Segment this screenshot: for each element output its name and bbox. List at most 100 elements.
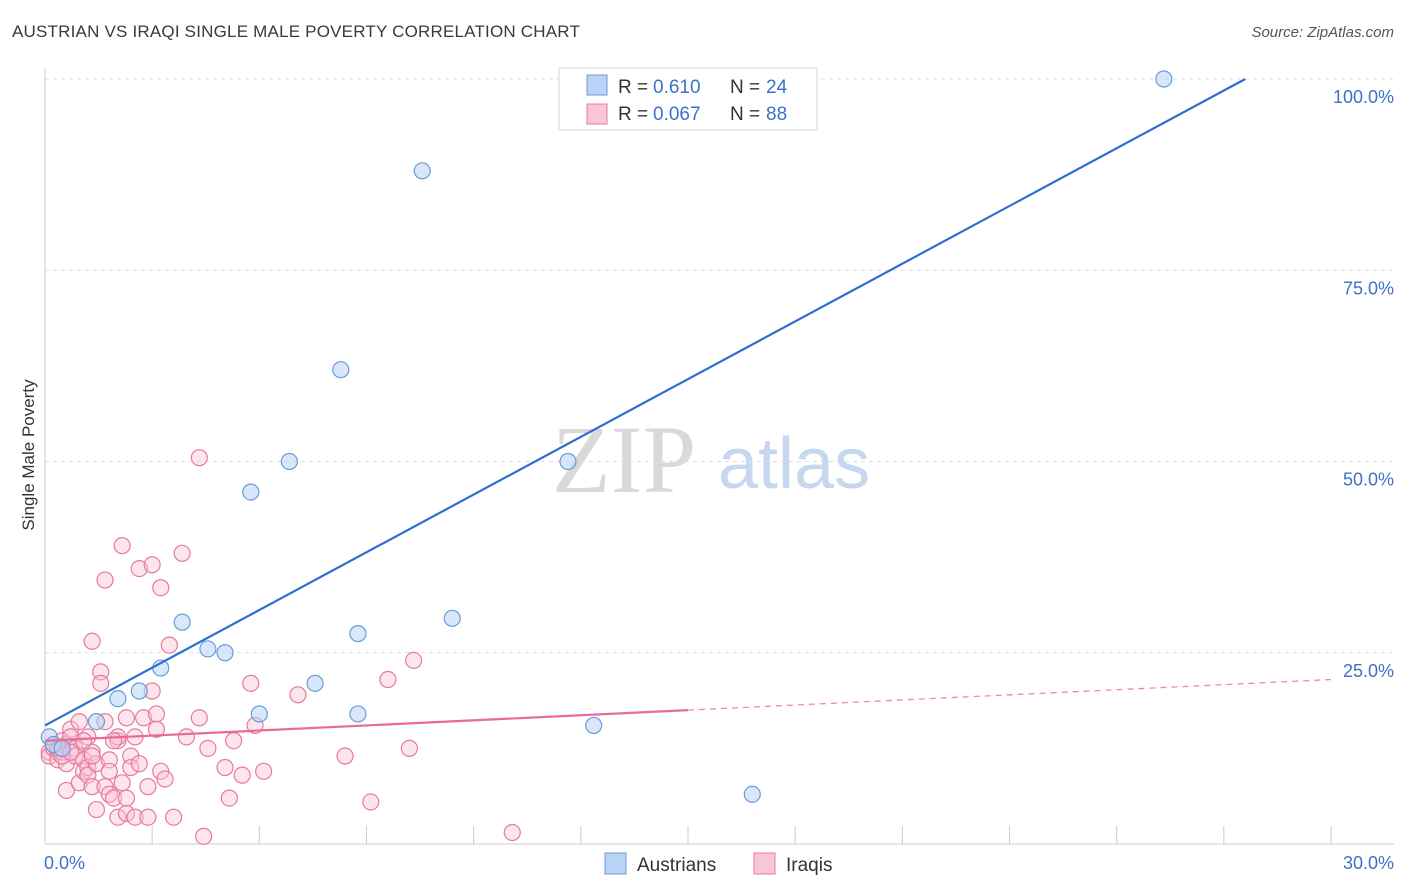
iraqis-point-43 — [117, 789, 136, 807]
trend-lines — [44, 78, 1332, 742]
austrians-point-12 — [280, 452, 298, 471]
austrians-point-9 — [216, 644, 234, 662]
x-tick-labels: 0.0% 30.0% — [44, 853, 1394, 873]
iraqis-point-33 — [100, 762, 118, 780]
austrians-point-22 — [743, 785, 761, 803]
y-axis-title: Single Male Poverty — [19, 379, 38, 531]
austrians-point-11 — [250, 705, 268, 723]
iraqis-point-81 — [503, 823, 521, 842]
bottom-legend-iraqis-label: Iraqis — [786, 855, 832, 876]
iraqis-point-79 — [400, 739, 418, 757]
legend-iraqis-n-label: N = — [730, 104, 760, 125]
iraqis-point-53 — [143, 556, 161, 574]
legend-iraqis-r-label: R = — [618, 104, 648, 125]
legend-austrians-n-value: 24 — [766, 77, 788, 98]
iraqis-point-24 — [83, 632, 101, 650]
legend-austrians-r-label: R = — [618, 77, 648, 98]
austrians-point-8 — [199, 640, 217, 658]
iraqis-point-86 — [83, 747, 101, 765]
iraqis-point-67 — [199, 739, 217, 757]
iraqis-point-78 — [379, 670, 397, 689]
iraqis-point-70 — [225, 732, 243, 750]
y-tick-label-1: 50.0% — [1343, 470, 1394, 490]
iraqis-point-85 — [74, 732, 93, 750]
iraqis-point-10 — [57, 781, 76, 800]
iraqis-point-35 — [104, 789, 123, 807]
top-legend: R = 0.610 N = 24 R = 0.067 N = 88 — [558, 67, 818, 131]
watermark: ZIP atlas — [552, 406, 870, 513]
austrians-point-23 — [1155, 70, 1173, 88]
bottom-legend-austrians-swatch — [604, 852, 627, 875]
iraqis-point-63 — [177, 728, 196, 746]
iraqis-point-60 — [160, 636, 178, 654]
iraqis-point-30 — [96, 571, 114, 589]
iraqis-point-41 — [117, 709, 136, 727]
legend-austrians-r-value: 0.610 — [653, 77, 701, 98]
austrians-point-15 — [349, 625, 367, 643]
source-label: Source: ZipAtlas.com — [1251, 24, 1394, 41]
y-tick-label-2: 75.0% — [1343, 278, 1394, 298]
y-tick-label-0: 25.0% — [1343, 661, 1394, 681]
iraqis-point-40 — [113, 774, 131, 792]
austrians-point-16 — [349, 705, 367, 723]
bottom-legend-iraqis-swatch — [753, 852, 776, 875]
austrians-point-5 — [130, 682, 148, 700]
axes — [44, 68, 1394, 845]
iraqis-trend-extension — [687, 678, 1332, 711]
iraqis-point-75 — [289, 686, 307, 704]
iraqis-point-26 — [87, 800, 106, 819]
x-tick-label-0: 0.0% — [44, 853, 85, 873]
y-tick-label-3: 100.0% — [1333, 87, 1394, 107]
bottom-legend-austrians-label: Austrians — [637, 855, 716, 876]
austrians-point-13 — [306, 674, 324, 692]
chart-title: AUSTRIAN VS IRAQI SINGLE MALE POVERTY CO… — [12, 22, 581, 41]
iraqis-point-64 — [190, 709, 208, 727]
austrians-point-17 — [413, 162, 431, 180]
iraqis-point-61 — [165, 808, 183, 826]
iraqis-point-59 — [156, 770, 174, 788]
iraqis-point-87 — [104, 732, 123, 750]
austrians-point-19 — [559, 452, 577, 471]
iraqis-point-68 — [216, 758, 234, 777]
iraqis-point-39 — [113, 537, 131, 555]
legend-austrians-swatch — [586, 74, 608, 96]
iraqis-point-76 — [336, 747, 354, 765]
iraqis-point-62 — [173, 544, 191, 562]
austrians-point-3 — [87, 712, 106, 731]
iraqis-point-56 — [147, 720, 166, 738]
legend-iraqis-swatch — [586, 103, 608, 125]
iraqis-point-69 — [220, 789, 238, 807]
iraqis-point-52 — [139, 808, 157, 826]
austrians-point-4 — [109, 690, 127, 708]
iraqis-point-58 — [152, 579, 170, 597]
x-tick-label-1: 30.0% — [1343, 853, 1394, 873]
grid-lines — [45, 78, 1394, 654]
iraqis-point-72 — [242, 674, 260, 692]
austrians-point-18 — [443, 609, 461, 627]
iraqis-point-65 — [190, 449, 208, 467]
iraqis-point-66 — [195, 827, 213, 845]
legend-austrians-n-label: N = — [730, 77, 760, 98]
iraqis-point-38 — [109, 808, 127, 826]
austrians-point-20 — [585, 716, 603, 735]
austrians-point-14 — [332, 361, 350, 379]
iraqis-point-48 — [130, 755, 148, 773]
iraqis-point-49 — [130, 559, 148, 578]
iraqis-point-50 — [134, 709, 153, 727]
iraqis-point-28 — [92, 674, 110, 692]
austrians-point-7 — [173, 613, 191, 631]
iraqis-point-74 — [255, 762, 273, 780]
iraqis-point-80 — [405, 651, 423, 670]
legend-iraqis-n-value: 88 — [766, 104, 787, 125]
iraqis-point-15 — [70, 712, 88, 731]
austrians-trend-line — [44, 78, 1246, 727]
austrians-point-2 — [53, 739, 71, 757]
iraqis-point-45 — [122, 758, 140, 777]
iraqis-point-51 — [139, 778, 157, 796]
iraqis-point-22 — [83, 778, 101, 796]
iraqis-point-55 — [147, 705, 166, 723]
iraqis-point-47 — [126, 808, 144, 826]
austrians-point-10 — [242, 483, 260, 501]
legend-iraqis-r-value: 0.067 — [653, 104, 701, 125]
